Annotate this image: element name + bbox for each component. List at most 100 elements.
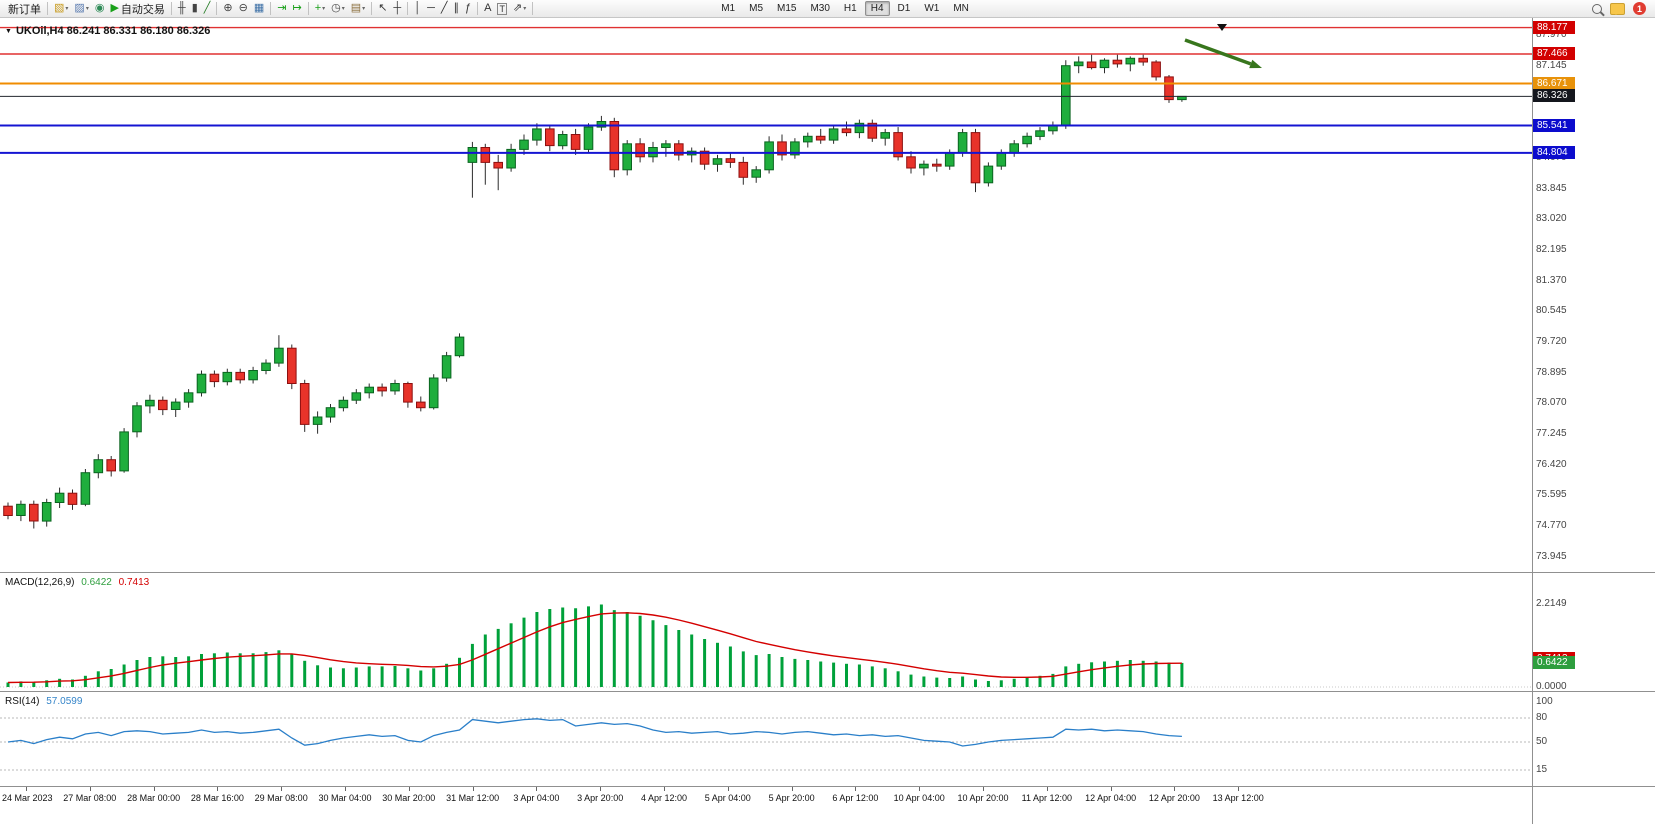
bearish-candle — [674, 143, 684, 156]
time-axis-tick — [727, 787, 729, 791]
price-axis[interactable]: 87.97087.14586.32085.49584.67083.84583.0… — [1532, 18, 1655, 824]
time-axis-label: 5 Apr 20:00 — [768, 793, 815, 803]
bearish-candle — [235, 371, 245, 381]
tile-windows-button[interactable]: ▦ — [252, 1, 266, 16]
price-badge-84.804: 84.804 — [1533, 145, 1575, 159]
timeframe-d1-button[interactable]: D1 — [897, 3, 911, 14]
pane-separator[interactable] — [0, 572, 1655, 573]
bearish-candle — [738, 161, 749, 178]
fibonacci-icon: ƒ — [465, 2, 472, 14]
bullish-candle — [441, 355, 452, 379]
bearish-candle — [158, 399, 168, 411]
horizontal-line-button[interactable]: ─ — [425, 1, 437, 16]
bullish-candle — [532, 128, 542, 141]
candlestick-chart[interactable] — [0, 18, 1532, 572]
rsi-name: RSI(14) — [5, 696, 40, 707]
time-axis-tick — [664, 787, 665, 791]
price-badge-86.326: 86.326 — [1533, 89, 1575, 103]
search-icon[interactable] — [1592, 3, 1602, 14]
new-order-button[interactable]: 新订单 — [4, 1, 43, 16]
fibonacci-button[interactable]: ƒ — [463, 1, 473, 16]
profiles-button[interactable]: ▨ ▾ — [72, 1, 90, 16]
arrow-annotation[interactable] — [1184, 38, 1252, 66]
autoscroll-button[interactable]: ⇥ — [275, 1, 288, 16]
label-tool-button[interactable]: T — [495, 1, 509, 16]
rsi-line — [7, 718, 1182, 747]
timeframe-m15-button[interactable]: M15 — [777, 3, 797, 14]
candlestick-chart-icon: ▮ — [191, 2, 198, 14]
bullish-candle — [983, 165, 994, 184]
bearish-candle — [1151, 61, 1161, 78]
collapse-arrow-icon[interactable]: ▼ — [5, 27, 12, 35]
zoom-out-button[interactable]: ⊖ — [237, 1, 250, 16]
time-axis-tick — [855, 787, 857, 791]
notification-badge[interactable]: 1 — [1633, 2, 1646, 15]
bullish-candle — [80, 472, 91, 505]
down-triangle-marker[interactable] — [1217, 24, 1227, 31]
pane-separator[interactable] — [0, 691, 1655, 692]
zoom-in-button[interactable]: ⊕ — [221, 1, 234, 16]
bullish-candle — [16, 503, 26, 516]
toolbar-separator — [532, 2, 534, 15]
bearish-candle — [377, 386, 387, 392]
bullish-candle — [957, 132, 968, 154]
data-window-icon: ◉ — [94, 2, 105, 14]
bar-chart-icon: ╫ — [177, 2, 186, 14]
price-badge-86.671: 86.671 — [1533, 76, 1575, 90]
time-axis-tick — [791, 787, 793, 791]
time-axis-tick — [345, 787, 346, 791]
bullish-candle — [196, 373, 207, 394]
autotrading-button[interactable]: ▶ 自动交易 — [108, 1, 166, 16]
rsi-pane[interactable]: RSI(14) 57.0599 — [0, 693, 1532, 786]
bullish-candle — [519, 139, 529, 150]
time-axis-label: 12 Apr 04:00 — [1085, 793, 1137, 803]
templates-button[interactable]: ▤ ▾ — [349, 1, 367, 16]
text-tool-button[interactable]: A — [482, 1, 493, 16]
chart-shift-button[interactable]: ↦ — [290, 1, 303, 16]
arrows-tool-button[interactable]: ⇗ ▾ — [511, 1, 528, 16]
bearish-candle — [1086, 61, 1097, 69]
time-axis-label: 30 Mar 04:00 — [318, 793, 372, 803]
crosshair-button[interactable]: ┼ — [391, 1, 403, 16]
timeframe-m1-button[interactable]: M1 — [721, 3, 736, 14]
indicators-button[interactable]: + ▾ — [313, 1, 327, 16]
chat-icon[interactable] — [1610, 2, 1625, 15]
bullish-candle — [119, 431, 129, 472]
bearish-candle — [106, 459, 117, 472]
macd-pane[interactable]: MACD(12,26,9) 0.6422 0.7413 — [0, 574, 1532, 691]
line-chart-button[interactable]: ╱ — [202, 1, 213, 16]
autoscroll-icon: ⇥ — [277, 2, 287, 14]
time-axis-tick — [1046, 787, 1048, 791]
periods-button[interactable]: ◷ ▾ — [329, 1, 347, 16]
toolbar-separator — [477, 2, 479, 15]
bullish-candle — [93, 459, 104, 474]
bullish-candle — [364, 386, 374, 394]
time-axis-label: 3 Apr 04:00 — [513, 793, 560, 803]
chart-shift-icon: ↦ — [292, 2, 302, 14]
new-chart-button[interactable]: ▧ ▾ — [52, 1, 70, 16]
templates-icon: ▤ — [350, 2, 362, 14]
timeframe-mn-button[interactable]: MN — [953, 3, 969, 14]
timeframe-h4-button[interactable]: H4 — [864, 1, 890, 16]
time-axis-label: 3 Apr 20:00 — [577, 793, 624, 803]
timeframe-m30-button[interactable]: M30 — [810, 3, 830, 14]
candlestick-chart-button[interactable]: ▮ — [190, 1, 200, 16]
timeframe-w1-button[interactable]: W1 — [924, 3, 940, 14]
toolbar-separator — [371, 2, 373, 15]
trendline-button[interactable]: ╱ — [439, 1, 450, 16]
time-axis-tick — [153, 787, 155, 791]
price-axis-label: 76.420 — [1536, 458, 1567, 470]
time-axis-tick — [26, 787, 27, 791]
bar-chart-button[interactable]: ╫ — [176, 1, 188, 16]
channel-button[interactable]: ∥ — [452, 1, 462, 16]
cursor-button[interactable]: ↖ — [376, 1, 389, 16]
vertical-line-button[interactable]: │ — [412, 1, 423, 16]
timeframe-h1-button[interactable]: H1 — [843, 3, 857, 14]
data-window-button[interactable]: ◉ — [93, 1, 107, 16]
time-axis[interactable]: 24 Mar 2023 27 Mar 08:00 28 Mar 00:00 28 Ma… — [0, 787, 1532, 824]
rsi-panel-label: RSI(14) 57.0599 — [5, 696, 82, 707]
main-chart-pane[interactable]: ▼ UKOil,H4 86.241 86.331 86.180 86.326 — [0, 18, 1532, 572]
timeframe-m5-button[interactable]: M5 — [749, 3, 764, 14]
rsi-axis-label: 80 — [1536, 712, 1548, 723]
bearish-candle — [287, 347, 297, 385]
